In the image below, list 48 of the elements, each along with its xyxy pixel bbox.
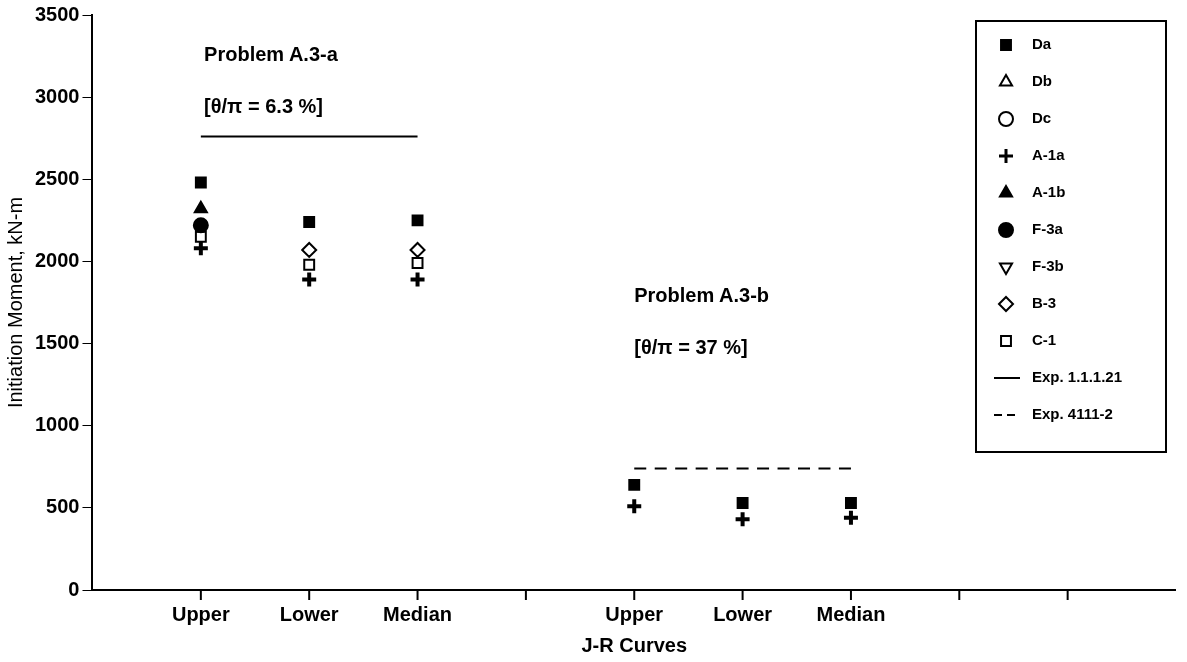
y-tick-label: 0 <box>68 577 80 600</box>
x-tick-label: Lower <box>279 602 339 625</box>
legend-label: Da <box>1032 35 1052 53</box>
point <box>301 241 318 258</box>
y-tick-label: 1500 <box>34 331 80 354</box>
y-tick-label: 3000 <box>34 84 80 107</box>
point <box>194 176 207 189</box>
legend-label: F-3b <box>1032 257 1064 275</box>
x-tick-label: Upper <box>171 602 230 625</box>
annotation: [θ/π = 37 %] <box>634 336 748 359</box>
y-tick-label: 3500 <box>34 2 80 25</box>
point <box>733 510 752 529</box>
annotation: [θ/π = 6.3 %] <box>204 94 324 117</box>
legend-label: C-1 <box>1032 331 1057 349</box>
y-tick-label: 2500 <box>34 166 80 189</box>
annotation: Problem A.3-a <box>204 42 339 65</box>
legend-label: Dc <box>1032 109 1052 127</box>
point <box>411 214 424 227</box>
y-tick-label: 2000 <box>34 248 80 271</box>
legend-label: Exp. 4111-2 <box>1032 405 1113 423</box>
point <box>628 478 641 491</box>
y-tick-label: 500 <box>46 495 80 518</box>
legend-label: Db <box>1032 72 1052 90</box>
point <box>193 200 208 214</box>
annotation: Problem A.3-b <box>634 284 770 307</box>
y-tick-label: 1000 <box>34 413 80 436</box>
legend-label: A-1a <box>1032 146 1066 164</box>
point <box>411 257 424 270</box>
x-tick-label: Median <box>383 602 452 625</box>
point <box>625 497 644 516</box>
point <box>300 270 319 289</box>
legend-label: B-3 <box>1032 294 1057 312</box>
point <box>841 508 860 527</box>
point <box>192 217 209 234</box>
point <box>736 496 749 509</box>
point <box>408 270 427 289</box>
point <box>303 216 316 228</box>
x-axis-title: J-R Curves <box>581 633 688 656</box>
point <box>845 496 857 509</box>
y-axis-title: Initiation Moment, kN-m <box>3 196 26 409</box>
legend-label: A-1b <box>1032 183 1066 201</box>
x-tick-label: Upper <box>605 602 664 625</box>
x-tick-label: Median <box>816 602 886 625</box>
legend-label: F-3a <box>1032 220 1064 238</box>
point <box>409 241 426 258</box>
x-tick-label: Lower <box>713 602 773 625</box>
legend-label: Exp. 1.1.1.21 <box>1032 368 1123 386</box>
point <box>303 258 316 271</box>
